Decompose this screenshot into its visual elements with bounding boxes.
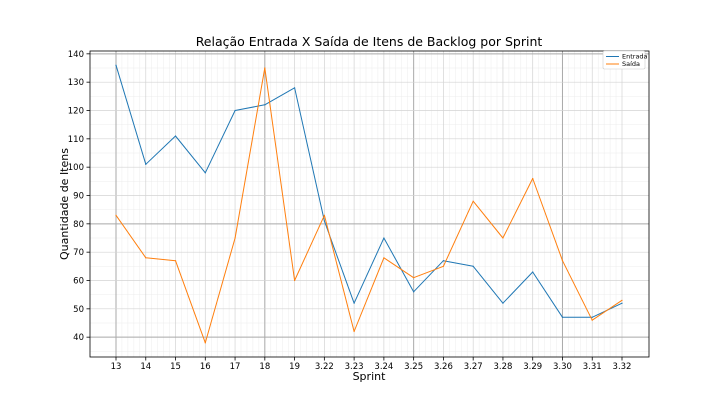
data-point-saida — [234, 237, 236, 239]
data-point-saida — [115, 214, 117, 216]
x-axis-title: Sprint — [353, 370, 387, 383]
data-point-entrada — [532, 271, 534, 273]
data-point-entrada — [204, 172, 206, 174]
x-tick-label: 3.29 — [523, 362, 542, 372]
x-tick-label: 3.28 — [493, 362, 512, 372]
data-point-entrada — [145, 163, 147, 165]
x-tick-label: 3.24 — [374, 362, 393, 372]
data-point-saida — [264, 67, 266, 69]
data-point-entrada — [561, 316, 564, 318]
data-point-entrada — [234, 109, 236, 112]
y-tick-label: 60 — [73, 277, 84, 287]
data-point-entrada — [383, 237, 385, 239]
x-tick-label: 18 — [259, 362, 270, 372]
data-point-saida — [383, 257, 385, 259]
data-point-saida — [591, 319, 593, 321]
data-point-saida — [502, 237, 504, 239]
legend-label-saida: Saída — [622, 60, 640, 68]
y-tick-label: 140 — [68, 50, 84, 60]
y-tick-label: 80 — [73, 220, 84, 230]
x-tick-label: 15 — [170, 362, 181, 372]
series-line-saida — [115, 67, 623, 344]
data-point-entrada — [293, 87, 296, 89]
x-tick-label: 19 — [289, 362, 300, 372]
data-point-entrada — [621, 302, 623, 304]
data-point-saida — [145, 257, 147, 259]
data-point-entrada — [115, 64, 117, 66]
y-tick-label: 50 — [73, 305, 84, 315]
data-point-entrada — [413, 291, 415, 293]
data-point-entrada — [264, 104, 266, 106]
data-point-entrada — [502, 302, 504, 304]
data-point-saida — [561, 260, 564, 262]
data-point-entrada — [591, 316, 593, 318]
y-tick-label: 130 — [68, 78, 84, 88]
data-point-saida — [174, 260, 177, 262]
x-tick-label: 16 — [200, 362, 211, 372]
x-tick-label: 3.26 — [434, 362, 453, 372]
x-tick-label: 13 — [111, 362, 122, 372]
data-point-saida — [472, 200, 474, 202]
y-axis: 40 50 60 70 80 90 100 110 120 130 140 — [68, 50, 90, 343]
plot-frame — [89, 50, 650, 358]
y-tick-label: 100 — [68, 163, 84, 173]
x-tick-label: 14 — [140, 362, 151, 372]
x-tick-label: 3.27 — [464, 362, 483, 372]
data-point-saida — [204, 342, 206, 344]
data-point-entrada — [472, 265, 474, 267]
x-tick-label: 3.22 — [315, 362, 334, 372]
y-tick-label: 70 — [73, 248, 84, 258]
legend-label-entrada: Entrada — [622, 53, 648, 61]
chart-title: Relação Entrada X Saída de Itens de Back… — [196, 34, 543, 49]
x-tick-label: 3.32 — [613, 362, 632, 372]
x-tick-label: 3.23 — [345, 362, 364, 372]
data-point-entrada — [323, 220, 325, 222]
data-point-saida — [413, 277, 415, 279]
data-point-saida — [293, 279, 296, 282]
data-point-saida — [532, 177, 534, 180]
x-axis: 13 14 15 16 17 18 19 3.22 3.23 3.24 3.25 3.26 3.27 3.… — [111, 357, 632, 372]
data-point-entrada — [353, 302, 355, 304]
x-tick-label: 17 — [230, 362, 241, 372]
x-tick-label: 3.30 — [553, 362, 572, 372]
y-tick-label: 110 — [68, 135, 84, 145]
data-point-saida — [442, 265, 445, 267]
x-tick-label: 3.25 — [404, 362, 423, 372]
y-axis-title: Quantidade de Itens — [58, 148, 71, 260]
x-tick-label: 3.31 — [583, 362, 602, 372]
grid — [90, 51, 649, 357]
y-tick-label: 40 — [73, 333, 84, 343]
data-point-saida — [353, 330, 355, 333]
y-tick-label: 90 — [73, 192, 84, 202]
data-point-saida — [323, 214, 325, 216]
series-lines — [115, 64, 623, 344]
data-point-entrada — [174, 135, 177, 137]
y-tick-label: 120 — [68, 107, 84, 117]
data-point-saida — [621, 299, 623, 301]
series-line-entrada — [115, 65, 623, 318]
data-point-entrada — [442, 260, 445, 262]
